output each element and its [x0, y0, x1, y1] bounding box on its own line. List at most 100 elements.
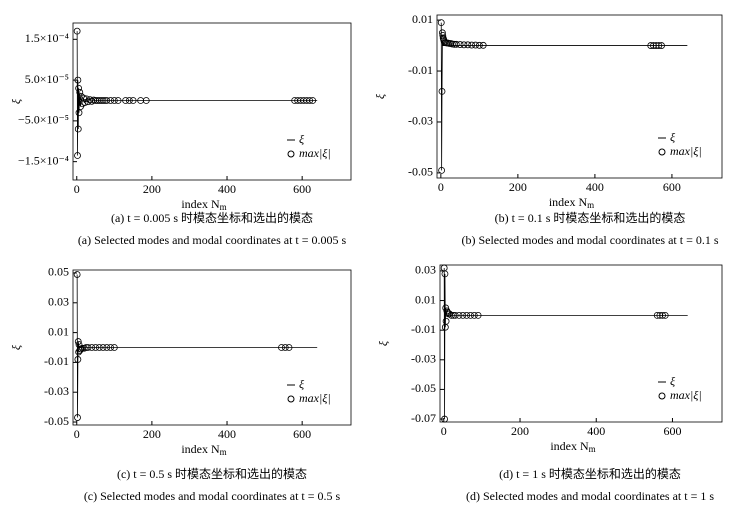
- data-point: [103, 344, 111, 351]
- x-tick-label: 600: [663, 424, 681, 438]
- data-point: [438, 29, 446, 37]
- data-point: [103, 97, 111, 104]
- data-point: [73, 27, 81, 35]
- panel: 0 200 400 600 1.5×10⁻⁴ 5.0×10⁻⁵ −5.0×10⁻⁵ −1.5×…: [9, 22, 352, 247]
- data-point: [74, 125, 82, 133]
- data-point: [306, 97, 314, 104]
- data-point: [110, 344, 118, 351]
- y-tick-label: -0.01: [411, 322, 436, 336]
- legend-label: ξ: [299, 377, 305, 391]
- x-tick-label: 400: [586, 180, 604, 194]
- y-tick-label: 0.01: [415, 292, 436, 306]
- data-point: [441, 38, 449, 46]
- data-point: [81, 99, 89, 106]
- data-point: [441, 270, 449, 278]
- data-line: [443, 267, 688, 420]
- caption-en: (c) Selected modes and modal coordinates…: [84, 489, 341, 503]
- data-point: [76, 88, 84, 96]
- data-point: [74, 152, 81, 159]
- y-tick-label: 0.01: [412, 12, 433, 26]
- x-axis-label-main: index N: [181, 442, 220, 456]
- x-axis-label-sub: m: [220, 447, 227, 457]
- y-tick-label: −1.5×10⁻⁴: [18, 153, 69, 167]
- caption-en: (b) Selected modes and modal coordinates…: [461, 233, 718, 247]
- data-point: [439, 31, 447, 39]
- data-point: [655, 42, 663, 49]
- y-tick-label: 0.03: [48, 295, 69, 309]
- x-axis-label-main: index N: [181, 197, 220, 211]
- data-point: [470, 311, 478, 319]
- x-tick-label: 600: [663, 180, 681, 194]
- data-point: [652, 42, 660, 49]
- y-tick-label: −5.0×10⁻⁵: [18, 113, 69, 127]
- panel: 0 200 400 600 0.05 0.03 0.01 -0.01 -0.03 -0.05 ind…: [9, 265, 352, 503]
- data-point: [114, 97, 122, 104]
- plot-frame: [72, 269, 352, 426]
- legend-marker: [658, 392, 666, 400]
- data-point: [88, 344, 96, 351]
- data-line: [440, 22, 688, 171]
- data-point: [92, 344, 99, 351]
- y-tick-label: -0.05: [408, 165, 433, 179]
- data-point: [442, 304, 450, 312]
- x-tick-label: 400: [218, 182, 236, 196]
- data-point: [656, 311, 664, 319]
- x-tick-label: 0: [441, 424, 447, 438]
- y-axis-label: ξ: [376, 340, 390, 346]
- legend-label: max|ξ|: [299, 146, 331, 160]
- x-axis-label-sub: m: [220, 202, 227, 212]
- data-point: [661, 311, 669, 319]
- data-line: [76, 31, 318, 156]
- data-point: [74, 338, 82, 345]
- data-point: [463, 311, 471, 319]
- y-tick-label: 0.03: [415, 263, 436, 277]
- legend-label: ξ: [670, 374, 676, 388]
- y-tick-label: -0.03: [44, 384, 69, 398]
- data-point: [438, 166, 446, 174]
- data-point: [456, 41, 464, 48]
- y-tick-label: -0.05: [411, 381, 436, 395]
- y-axis-label: ξ: [9, 98, 23, 104]
- data-point: [99, 97, 107, 104]
- data-point: [74, 356, 82, 363]
- data-point: [99, 344, 107, 351]
- data-point: [122, 97, 129, 104]
- x-axis-label-sub: m: [587, 200, 594, 210]
- legend-label: max|ξ|: [670, 388, 702, 402]
- y-tick-label: -0.01: [44, 354, 69, 368]
- x-tick-label: 0: [74, 427, 80, 441]
- caption-en: (d) Selected modes and modal coordinates…: [466, 489, 714, 503]
- data-point: [650, 42, 657, 49]
- data-point: [77, 345, 85, 353]
- data-point: [452, 40, 460, 48]
- x-tick-label: 600: [293, 182, 311, 196]
- legend-label: ξ: [299, 132, 305, 146]
- y-tick-label: -0.01: [408, 63, 433, 77]
- data-point: [467, 311, 474, 319]
- data-point: [73, 271, 81, 278]
- caption: (a) t = 0.005 s 时模态坐标和选出的模态: [111, 210, 313, 225]
- x-tick-label: 600: [293, 427, 311, 441]
- legend-label: max|ξ|: [670, 144, 702, 158]
- data-point: [281, 344, 289, 351]
- x-axis-label-main: index N: [550, 439, 589, 453]
- x-axis-label: index Nm: [181, 442, 226, 457]
- y-tick-label: -0.07: [411, 411, 436, 425]
- data-point: [74, 414, 81, 421]
- y-tick-label: -0.03: [411, 352, 436, 366]
- y-tick-label: -0.05: [44, 414, 69, 428]
- data-point: [84, 344, 92, 351]
- data-point: [459, 311, 467, 319]
- plot-frame: [439, 264, 723, 423]
- y-tick-label: -0.03: [408, 114, 433, 128]
- data-point: [659, 311, 666, 319]
- data-point: [647, 42, 655, 49]
- data-point: [110, 97, 118, 104]
- data-point: [468, 41, 476, 49]
- data-point: [129, 97, 137, 104]
- x-tick-label: 0: [438, 180, 444, 194]
- y-tick-label: 1.5×10⁻⁴: [25, 31, 69, 45]
- x-tick-label: 200: [509, 180, 527, 194]
